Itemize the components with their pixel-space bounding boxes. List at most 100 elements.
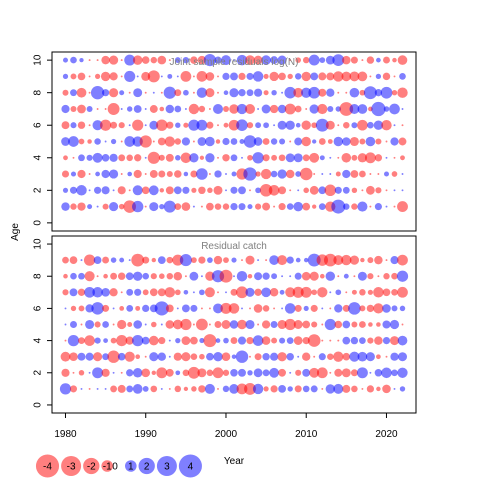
bubble-point — [244, 382, 256, 395]
bubble-point — [142, 272, 149, 280]
bubble-point — [270, 170, 278, 178]
bubble-point — [118, 154, 126, 162]
bubble-point — [329, 291, 332, 294]
bubble-point — [190, 56, 198, 64]
bubble-point — [175, 370, 181, 376]
bubble-point — [68, 136, 79, 147]
bubble-point — [180, 71, 192, 82]
bubble-point — [192, 75, 195, 78]
bubble-point — [351, 385, 358, 393]
bubble-point — [324, 318, 336, 331]
bubble-point — [397, 286, 408, 298]
bubble-point — [302, 336, 310, 345]
bubble-point — [96, 59, 99, 62]
bubble-point — [259, 184, 273, 197]
y-axis: 0 2 4 6 8 10 — [33, 54, 52, 226]
bubble-point — [86, 154, 93, 161]
bubble-point — [142, 304, 150, 313]
bubble-point — [117, 272, 126, 280]
bubble-point — [310, 385, 318, 393]
bubble-point — [144, 173, 147, 175]
bubble-point — [109, 288, 118, 297]
bubble-point — [88, 91, 91, 94]
bubble-point — [237, 319, 247, 330]
bubble-point — [337, 91, 340, 94]
bubble-point — [213, 303, 223, 314]
bubble-point — [357, 271, 367, 281]
bubble-point — [63, 155, 68, 161]
bubble-point — [173, 271, 183, 281]
bubble-point — [192, 91, 195, 94]
bubble-point — [390, 352, 399, 361]
bubble-point — [365, 352, 375, 362]
bubble-point — [241, 307, 243, 310]
bubble-point — [295, 171, 302, 177]
bubble-point — [351, 187, 358, 194]
bubble-point — [167, 73, 173, 79]
bubble-point — [357, 201, 368, 212]
bubble-point — [350, 56, 358, 64]
bubble-point — [367, 257, 374, 264]
bubble-point — [144, 91, 147, 94]
bubble-point — [149, 288, 158, 297]
x-tick-label: 2020 — [375, 429, 398, 440]
bubble-point — [151, 257, 156, 263]
bubble-point — [238, 368, 246, 377]
bubble-point — [190, 170, 198, 178]
bubble-point — [376, 322, 381, 327]
bubble-point — [397, 201, 408, 213]
bubble-point — [67, 334, 80, 347]
bubble-point — [361, 387, 364, 390]
bubble-point — [247, 370, 253, 376]
bubble-point — [205, 72, 215, 81]
bubble-point — [228, 303, 240, 314]
bubble-point — [357, 351, 368, 362]
bubble-point — [128, 259, 131, 262]
bubble-point — [223, 337, 229, 344]
bubble-point — [236, 383, 248, 395]
legend-label: -2 — [87, 462, 96, 473]
bubble-point — [203, 53, 217, 67]
bubble-point — [382, 304, 391, 313]
bubble-point — [375, 187, 382, 194]
bubble-point — [159, 273, 165, 280]
bubble-point — [78, 370, 85, 376]
bubble-point — [109, 153, 118, 162]
bubble-point — [401, 189, 404, 192]
bubble-point — [206, 121, 214, 129]
bubble-point — [190, 304, 198, 312]
bubble-point — [221, 352, 231, 362]
bubble-point — [165, 186, 174, 195]
bubble-point — [214, 321, 222, 328]
bubble-point — [270, 138, 278, 145]
bubble-point — [62, 187, 69, 193]
bubble-point — [342, 352, 351, 361]
bubble-point — [357, 119, 368, 131]
bubble-point — [229, 88, 239, 98]
bubble-point — [107, 350, 120, 363]
bubble-point — [333, 255, 344, 266]
bubble-point — [156, 119, 168, 131]
bubble-point — [301, 87, 312, 98]
bubble-point — [183, 289, 189, 295]
bubble-point — [389, 336, 400, 346]
bubble-point — [206, 369, 214, 377]
bubble-point — [117, 384, 126, 393]
bubble-point — [223, 122, 229, 128]
bubble-point — [270, 321, 278, 328]
bubble-point — [217, 387, 219, 390]
bubble-point — [230, 154, 238, 162]
bubble-point — [396, 270, 409, 282]
bubble-point — [319, 57, 326, 63]
bubble-point — [255, 187, 261, 194]
bubble-point — [302, 320, 311, 329]
bubble-point — [245, 287, 255, 297]
bubble-point — [124, 351, 135, 362]
bubble-point — [132, 119, 144, 131]
bubble-point — [180, 318, 192, 331]
bubble-point — [152, 140, 155, 143]
bubble-point — [119, 90, 125, 96]
bubble-point — [239, 139, 245, 144]
bubble-point — [99, 119, 112, 131]
bubble-point — [192, 323, 195, 326]
